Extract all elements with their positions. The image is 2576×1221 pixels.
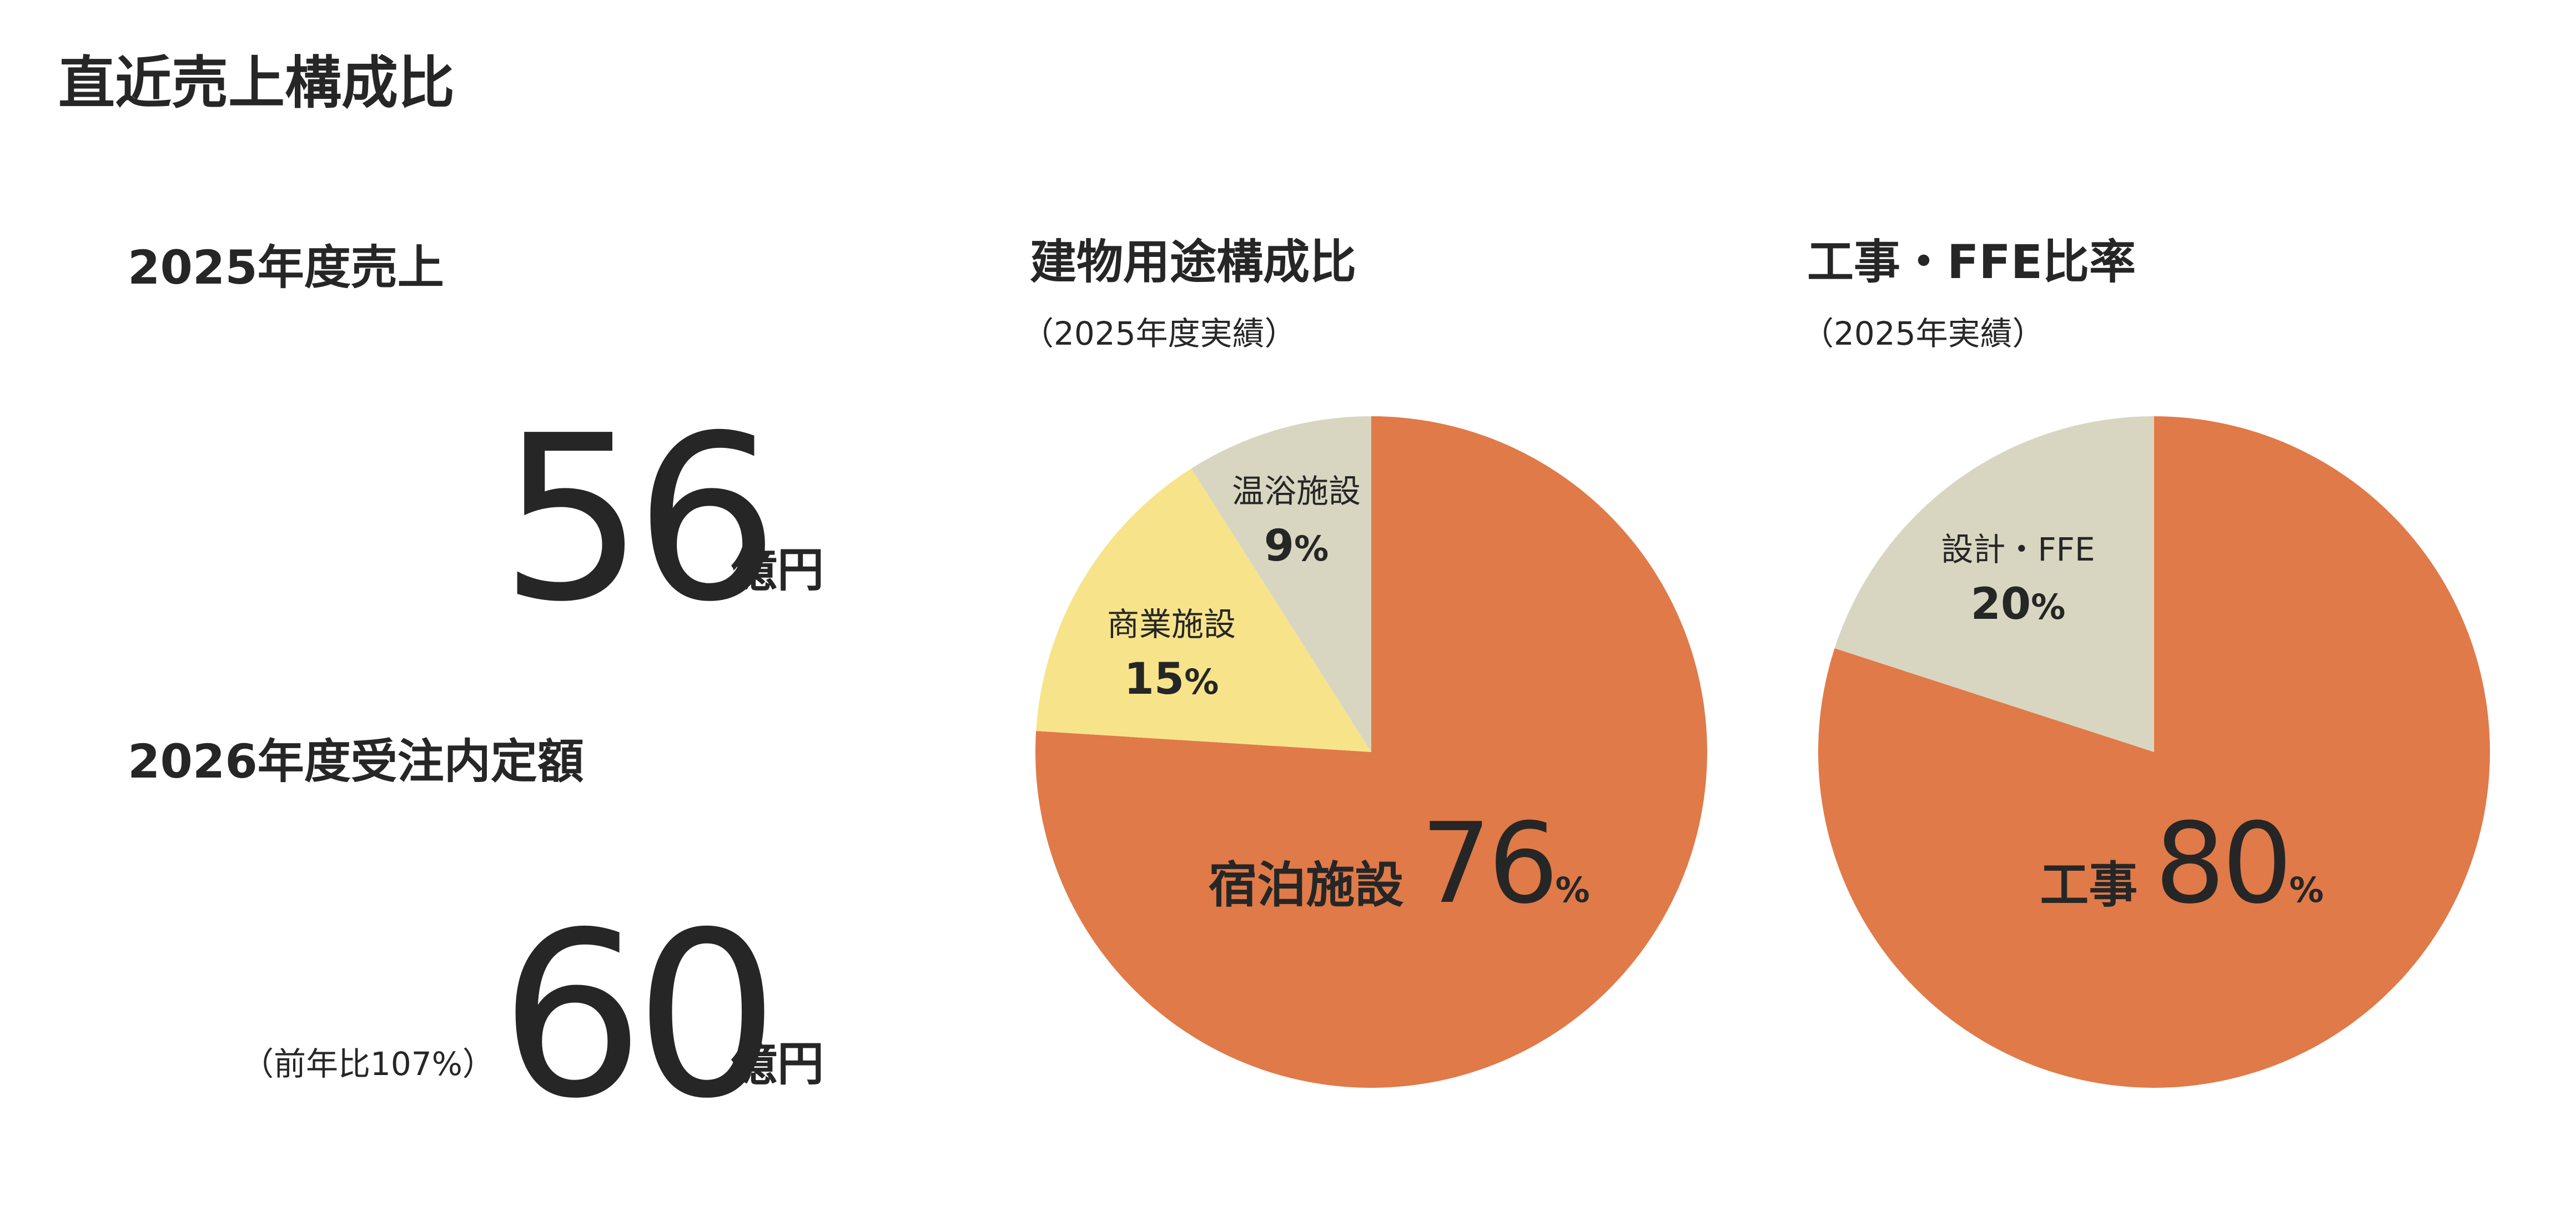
orders-unit: 億円 [731, 1037, 824, 1091]
pie-0-slice-1 [1036, 468, 1371, 752]
usage-chart-subtitle: （2025年度実績） [1022, 315, 1297, 352]
page-title: 直近売上構成比 [58, 51, 455, 117]
pie-0-slice-2 [1191, 416, 1371, 752]
ratio-chart-subtitle: （2025年実績） [1802, 315, 2045, 352]
pie-1-slice-1 [1834, 416, 2154, 752]
ratio-chart-title: 工事・FFE比率 [1807, 235, 2136, 289]
sales-unit: 億円 [731, 543, 824, 597]
usage-chart-title: 建物用途構成比 [1030, 235, 1357, 289]
sales-heading: 2025年度売上 [128, 240, 444, 295]
sales-value: 56 [500, 386, 779, 652]
pie-1-label-1: 設計・FFE [1941, 531, 2095, 568]
pie-1-value-1: 20% [1971, 579, 2066, 629]
pie-0-value-2: 9% [1264, 521, 1329, 571]
pie-0-label-2: 温浴施設 [1232, 472, 1361, 510]
pie-0-label-1: 商業施設 [1107, 606, 1236, 643]
orders-value: 60 [500, 883, 779, 1148]
orders-yoy-note: （前年比107%） [242, 1045, 495, 1083]
pie-1-label-0: 工事 80% [2040, 799, 2323, 929]
pie-0-value-1: 15% [1124, 654, 1219, 704]
pie-0-label-0: 宿泊施設 76% [1208, 799, 1589, 929]
orders-heading: 2026年度受注内定額 [128, 734, 584, 789]
pie-1-slice-0 [1818, 416, 2491, 1088]
